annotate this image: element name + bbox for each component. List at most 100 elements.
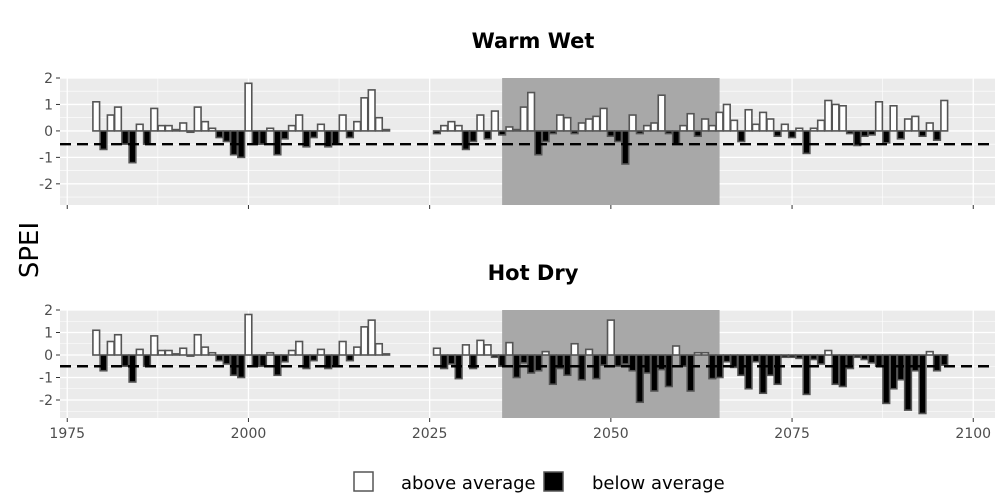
bar-below-average <box>845 130 855 135</box>
bar-above-average <box>179 122 188 132</box>
legend: above average below average <box>353 471 725 494</box>
bar-below-average <box>309 354 318 362</box>
bar-above-average <box>266 351 275 356</box>
bar-above-average <box>729 119 739 132</box>
bar-above-average <box>171 353 181 356</box>
bar-above-average <box>505 126 514 132</box>
bar-below-average <box>229 130 239 156</box>
bar-above-average <box>824 349 833 356</box>
bar-above-average <box>476 339 485 356</box>
x-tick-label: 1975 <box>49 426 85 442</box>
bar-below-average <box>679 354 688 368</box>
panel-0: Warm Wet 2 1 0 -1 -2 <box>39 29 995 209</box>
bar-above-average <box>164 124 173 132</box>
bar-below-average <box>222 354 231 365</box>
bar-above-average <box>440 124 449 132</box>
bar-above-average <box>925 350 934 356</box>
y-tick-label: 0 <box>44 124 53 140</box>
bar-below-average <box>773 354 782 386</box>
y-tick-label: -2 <box>39 393 53 409</box>
bar-above-average <box>700 118 710 132</box>
bar-below-average <box>541 130 550 143</box>
bar-below-average <box>345 354 355 362</box>
bar-above-average <box>193 333 202 356</box>
bar-above-average <box>244 313 253 356</box>
bar-below-average <box>142 354 152 368</box>
bar-above-average <box>374 116 384 132</box>
bar-below-average <box>802 130 811 155</box>
bar-above-average <box>628 114 637 132</box>
bar-below-average <box>664 130 673 135</box>
bar-above-average <box>795 127 804 132</box>
bar-below-average <box>251 130 260 145</box>
bar-above-average <box>135 123 144 132</box>
bar-below-average <box>853 130 862 147</box>
bar-below-average <box>889 354 898 390</box>
bar-above-average <box>92 329 101 356</box>
bar-above-average <box>766 118 775 132</box>
bar-above-average <box>179 347 188 356</box>
bar-below-average <box>490 354 500 359</box>
bar-above-average <box>106 114 115 132</box>
bar-above-average <box>360 97 369 132</box>
bar-below-average <box>795 354 804 360</box>
bar-above-average <box>353 346 362 356</box>
bar-below-average <box>918 354 927 415</box>
y-tick-label: 1 <box>44 97 53 113</box>
bar-above-average <box>447 120 456 132</box>
bar-below-average <box>787 130 797 139</box>
bar-above-average <box>106 340 115 356</box>
bar-below-average <box>273 354 282 377</box>
bar-below-average <box>758 354 768 395</box>
bar-below-average <box>99 130 108 151</box>
bar-above-average <box>367 89 376 132</box>
bar-above-average <box>382 128 391 132</box>
bar-above-average <box>316 348 326 356</box>
legend-label: below average <box>592 473 725 494</box>
bar-below-average <box>896 130 905 140</box>
bar-below-average <box>142 130 152 145</box>
bar-below-average <box>469 130 478 143</box>
bar-below-average <box>469 354 478 370</box>
bar-above-average <box>519 106 529 132</box>
bar-below-average <box>773 130 782 138</box>
bar-above-average <box>266 127 275 132</box>
bar-above-average <box>367 319 376 356</box>
bar-below-average <box>606 130 615 138</box>
bar-above-average <box>722 103 731 132</box>
bar-above-average <box>360 326 369 356</box>
bar-below-average <box>432 130 442 135</box>
bar-above-average <box>889 104 898 132</box>
bar-below-average <box>621 130 630 165</box>
bar-below-average <box>650 354 659 392</box>
panels-group: Warm Wet 2 1 0 -1 -2 Hot Dry 2 1 0 -1 -2 1975 2000 202… <box>39 29 995 442</box>
bar-below-average <box>635 354 644 404</box>
bar-below-average <box>940 354 949 366</box>
bar-below-average <box>853 354 862 359</box>
x-tick-label: 2075 <box>774 426 810 442</box>
bar-above-average <box>512 128 521 132</box>
bar-above-average <box>541 350 550 356</box>
bar-below-average <box>845 354 855 370</box>
bar-below-average <box>280 130 289 140</box>
bar-below-average <box>280 354 289 363</box>
bar-below-average <box>121 354 130 368</box>
bar-below-average <box>251 354 260 368</box>
bar-above-average <box>505 341 514 356</box>
bar-below-average <box>816 354 826 365</box>
bar-below-average <box>497 130 507 136</box>
bar-below-average <box>309 130 318 139</box>
bar-above-average <box>461 344 471 356</box>
bar-above-average <box>353 120 362 132</box>
bar-below-average <box>534 354 543 372</box>
bar-above-average <box>642 124 652 132</box>
bar-above-average <box>563 116 572 132</box>
bar-above-average <box>113 106 123 132</box>
bar-below-average <box>838 354 847 388</box>
bar-below-average <box>737 130 746 143</box>
bar-below-average <box>671 130 681 145</box>
y-tick-label: 0 <box>44 348 53 364</box>
bar-above-average <box>555 114 565 132</box>
bar-above-average <box>708 124 717 132</box>
legend-label: above average <box>401 473 536 494</box>
